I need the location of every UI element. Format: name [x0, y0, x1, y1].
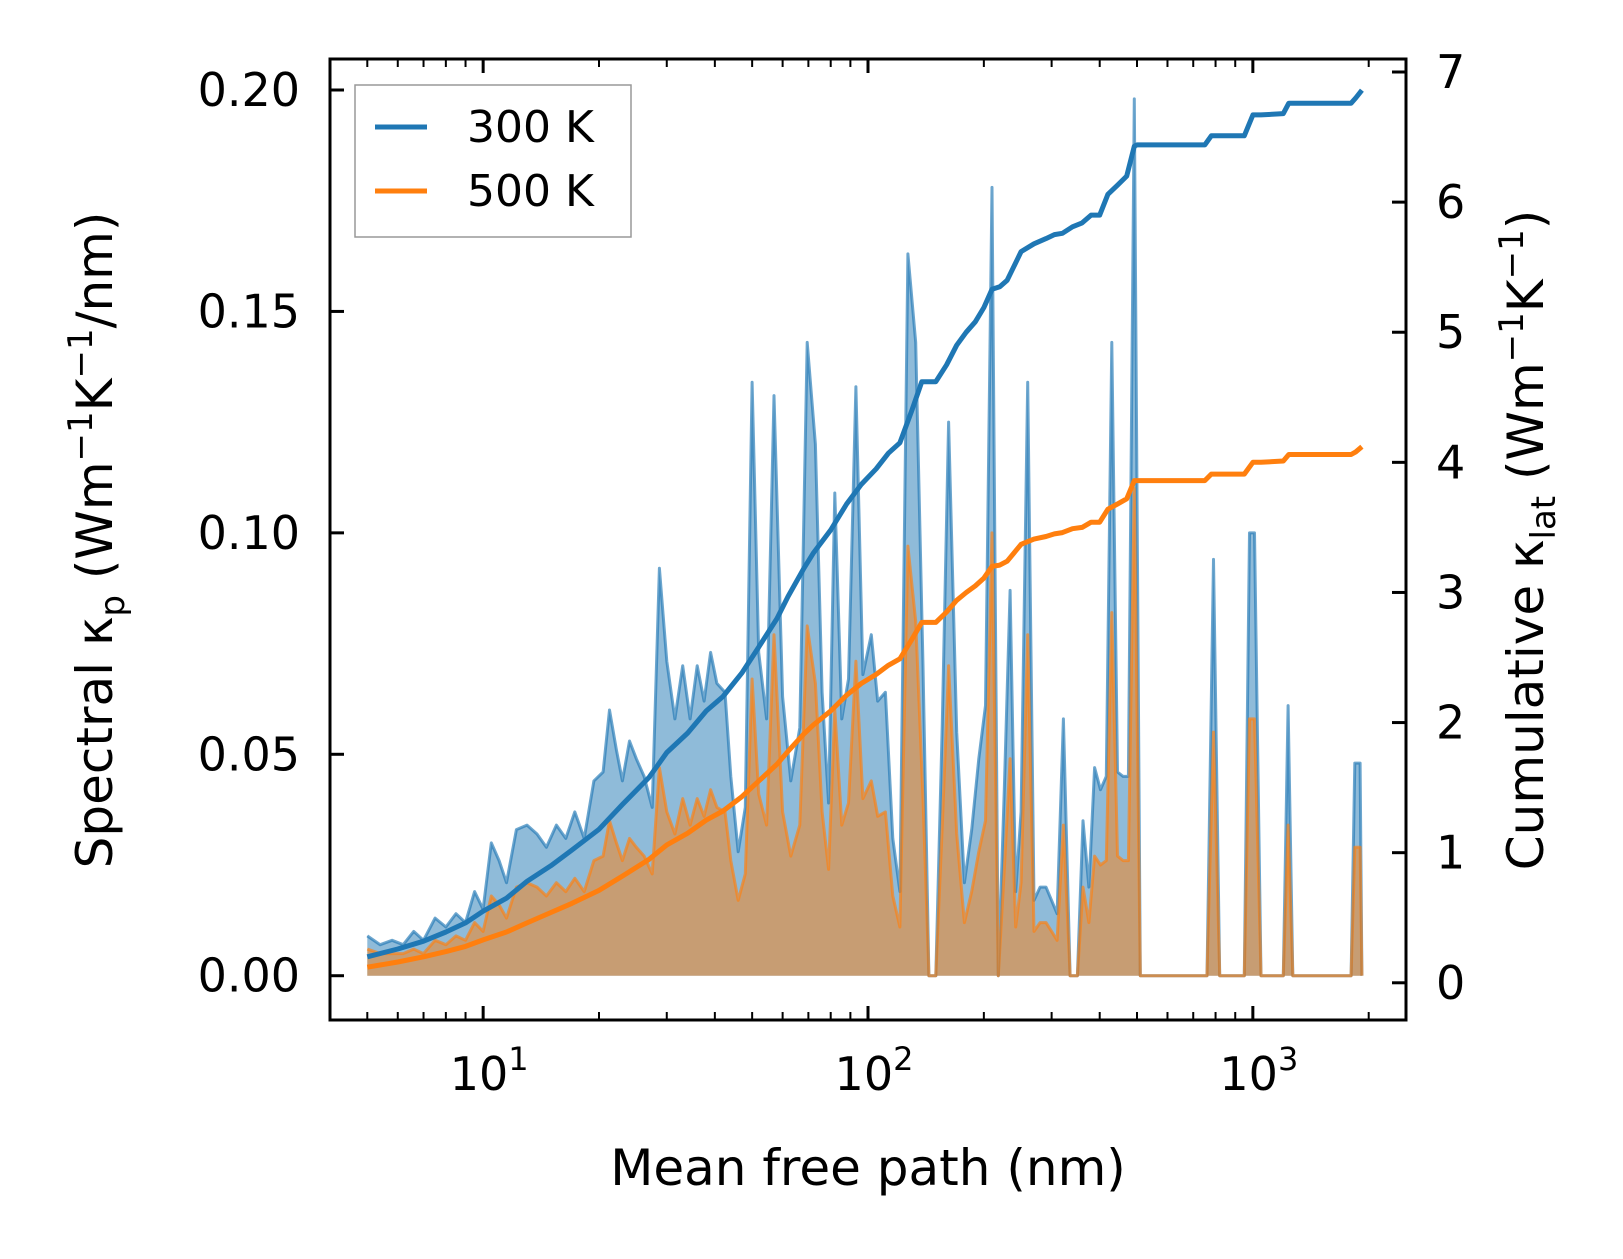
x-tick-label: 101: [450, 1040, 529, 1101]
y-left-title-sub: p: [93, 595, 133, 617]
x-tick-label: 103: [1219, 1040, 1298, 1101]
y-left-title-prefix: Spectral κ: [66, 617, 124, 869]
cumulative-line-300k: [366, 88, 1364, 960]
y-left-tick-label: 0.10: [198, 506, 300, 560]
y-right-title-units-post: ): [1497, 210, 1555, 230]
y-left-title-sup1: −1: [61, 411, 101, 461]
legend-label-300k: 300 K: [467, 102, 595, 153]
y-right-tick-label: 4: [1436, 435, 1465, 489]
cumulative-line-500k: [366, 444, 1364, 970]
y-axis-left-title: Spectral κp (Wm−1K−1/nm): [61, 212, 133, 869]
y-left-title-sup2: −1: [61, 328, 101, 378]
y-right-title-units-pre: (Wm: [1497, 362, 1555, 496]
y-right-title-prefix: Cumulative κ: [1497, 539, 1555, 870]
y-right-title-sup1: −1: [1492, 312, 1532, 362]
spectral-fill-layer: [367, 98, 1362, 976]
cumulative-line-layer: [366, 88, 1364, 970]
y-axis-right-title: Cumulative κlat (Wm−1K−1): [1492, 210, 1564, 870]
x-tick-label: 102: [835, 1040, 914, 1101]
spectral-line-layer: [366, 97, 1364, 978]
y-right-tick-label: 7: [1436, 45, 1465, 99]
tick-layer: [329, 59, 1406, 1020]
y-left-tick-label: 0.05: [198, 727, 300, 781]
spectral-line-500k: [366, 487, 1364, 978]
legend-box: [354, 84, 632, 238]
y-right-title-sub: lat: [1524, 496, 1564, 540]
legend: 300 K 500 K: [354, 84, 632, 238]
y-right-title-sup2: −1: [1492, 229, 1532, 279]
spectral-line-300k: [366, 97, 1364, 978]
y-left-tick-label: 0.00: [198, 949, 300, 1003]
y-right-tick-label: 3: [1436, 565, 1465, 619]
y-left-title-units-pre: (Wm: [66, 461, 124, 595]
y-left-title-units-post: /nm): [66, 212, 124, 329]
y-right-tick-label: 6: [1436, 175, 1465, 229]
y-right-tick-label: 0: [1436, 956, 1465, 1010]
y-right-tick-label: 5: [1436, 305, 1465, 359]
legend-label-500k: 500 K: [467, 166, 595, 217]
y-left-tick-label: 0.20: [198, 63, 300, 117]
spectral-fill-500k: [367, 488, 1362, 976]
y-left-tick-label: 0.15: [198, 284, 300, 338]
y-left-title-mid: K: [66, 377, 124, 411]
tick-label-layer: 101 102 103 0.00 0.05 0.10 0.15 0.20 0 1 2 3 4 5 6 7: [198, 45, 1466, 1101]
y-right-tick-label: 2: [1436, 696, 1465, 750]
y-right-tick-label: 1: [1436, 826, 1465, 880]
y-right-title-mid: K: [1497, 278, 1555, 312]
x-axis-title: Mean free path (nm): [610, 1139, 1126, 1197]
